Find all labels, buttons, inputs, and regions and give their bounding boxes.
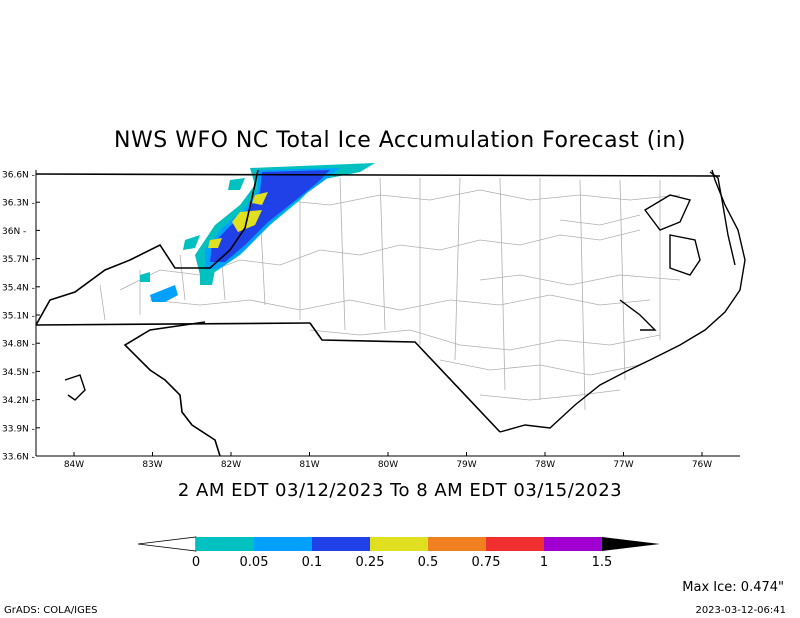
max-ice-label: Max Ice: 0.474"	[682, 580, 784, 595]
map-title: NWS WFO NC Total Ice Accumulation Foreca…	[114, 128, 686, 153]
timestamp-label: 2023-03-12-06:41	[695, 605, 786, 616]
legend-over-arrow	[602, 537, 660, 551]
county-boundaries	[99, 175, 681, 411]
legend-label: 1	[540, 555, 548, 570]
legend-swatch	[486, 537, 544, 551]
lon-tick-label: 79W	[456, 460, 476, 470]
lat-tick-label: 35.4N -	[2, 283, 35, 293]
lon-tick-label: 77W	[613, 460, 633, 470]
lon-tick-label: 76W	[692, 460, 712, 470]
legend-label: 1.5	[592, 555, 613, 570]
lat-tick-label: 36N -	[2, 227, 26, 237]
legend-label: 0	[192, 555, 200, 570]
lat-tick-label: 33.9N -	[2, 424, 35, 434]
lat-tick-label: 34.5N -	[2, 368, 35, 378]
state-boundaries	[35, 169, 721, 457]
lon-tick-label: 80W	[378, 460, 398, 470]
legend-swatch	[312, 537, 370, 551]
lon-ticks: 84W 83W 82W 81W 80W 79W 78W 77W 76W	[64, 452, 712, 470]
lat-tick-label: 34.8N -	[2, 340, 35, 350]
valid-period: 2 AM EDT 03/12/2023 To 8 AM EDT 03/15/20…	[177, 480, 623, 501]
nc-coastline	[64, 169, 746, 433]
legend-label: 0.25	[356, 555, 385, 570]
lat-ticks: 36.6N - 36.3N - 36N - 35.7N - 35.4N - 35.1N -…	[2, 171, 40, 463]
lon-tick-label: 82W	[221, 460, 241, 470]
lon-tick-label: 81W	[299, 460, 319, 470]
lat-tick-label: 35.7N -	[2, 255, 35, 265]
legend-colorbar: 0 0.05 0.1 0.25 0.5 0.75 1 1.5	[137, 536, 660, 570]
lon-tick-label: 84W	[64, 460, 84, 470]
legend-swatch	[428, 537, 486, 551]
lat-tick-label: 34.2N -	[2, 396, 35, 406]
legend-label: 0.05	[240, 555, 269, 570]
credit-label: GrADS: COLA/IGES	[4, 605, 98, 616]
legend-swatch	[370, 537, 428, 551]
legend-label: 0.5	[418, 555, 439, 570]
lat-tick-label: 36.3N -	[2, 199, 35, 209]
lon-tick-label: 78W	[535, 460, 555, 470]
lat-tick-label: 35.1N -	[2, 312, 35, 322]
lat-tick-label: 36.6N -	[2, 171, 35, 181]
legend-swatch	[254, 537, 312, 551]
legend-label: 0.75	[472, 555, 501, 570]
lat-tick-label: 33.6N -	[2, 453, 35, 463]
ice-shading	[140, 163, 375, 302]
legend-swatch	[544, 537, 602, 551]
legend-label: 0.1	[302, 555, 323, 570]
lon-tick-label: 83W	[142, 460, 162, 470]
legend-swatch	[196, 537, 254, 551]
legend-under-arrow	[137, 536, 197, 552]
